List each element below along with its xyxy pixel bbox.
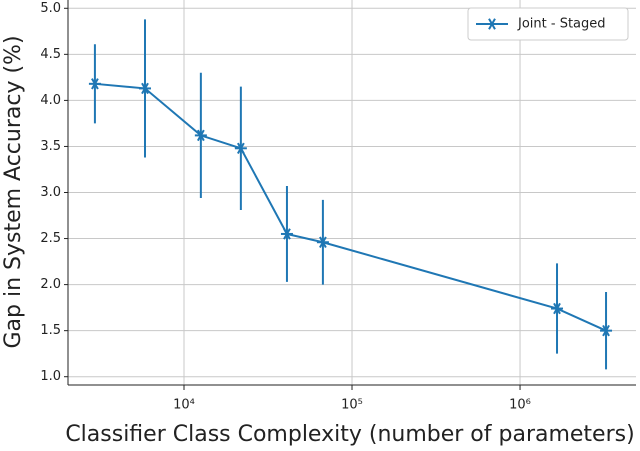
legend-box bbox=[467, 7, 629, 41]
line bbox=[94, 82, 607, 332]
x-axis-label: Classifier Class Complexity (number of p… bbox=[65, 422, 634, 447]
legend-marker bbox=[486, 18, 498, 30]
y-tick-label: 5.0 bbox=[40, 1, 61, 16]
marker bbox=[600, 324, 613, 337]
marker bbox=[551, 302, 564, 315]
x-tick-label: 10⁶ bbox=[509, 398, 531, 413]
legend-label: Joint - Staged bbox=[517, 17, 606, 32]
marker bbox=[280, 228, 293, 240]
marker bbox=[234, 142, 247, 155]
marker bbox=[138, 82, 151, 95]
y-tick-label: 1.0 bbox=[40, 369, 61, 384]
y-axis-label: Gap in System Accuracy (%) bbox=[1, 35, 26, 348]
marker bbox=[194, 129, 207, 142]
y-tick-label: 3.5 bbox=[40, 139, 61, 154]
y-tick-label: 2.0 bbox=[40, 277, 61, 292]
x-tick-label: 10⁴ bbox=[173, 398, 195, 413]
marker bbox=[88, 78, 101, 90]
x-tick-label: 10⁵ bbox=[341, 398, 363, 413]
y-tick-label: 3.0 bbox=[40, 185, 61, 200]
y-tick-label: 4.0 bbox=[40, 93, 61, 108]
marker bbox=[316, 236, 329, 248]
y-tick-label: 1.5 bbox=[40, 323, 61, 338]
y-tick-label: 4.5 bbox=[40, 47, 61, 62]
y-tick-label: 2.5 bbox=[40, 231, 61, 246]
